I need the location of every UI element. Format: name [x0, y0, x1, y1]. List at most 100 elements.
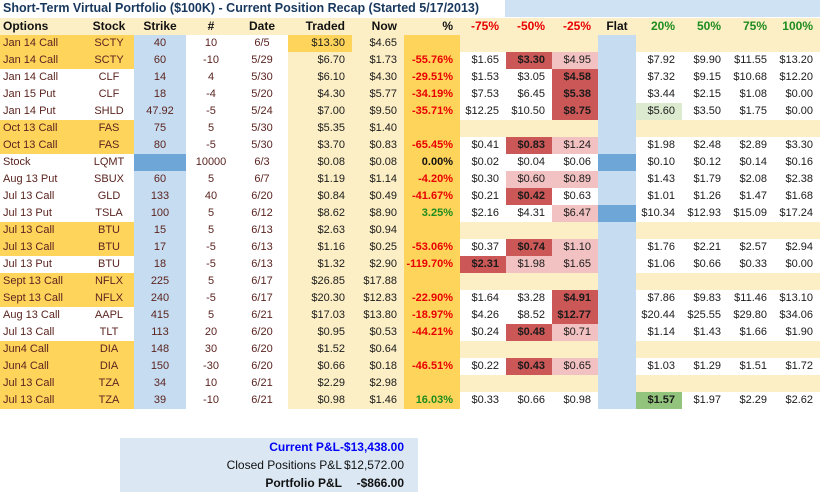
- cell-minus75[interactable]: [460, 35, 506, 52]
- cell-date[interactable]: 6/3: [236, 154, 288, 171]
- cell-plus20[interactable]: $20.44: [636, 307, 682, 324]
- cell-minus25[interactable]: $4.58: [552, 69, 598, 86]
- cell-option[interactable]: Jun4 Call: [0, 341, 84, 358]
- cell-minus25[interactable]: [552, 35, 598, 52]
- cell-plus75[interactable]: $1.08: [728, 86, 774, 103]
- cell-minus25[interactable]: $4.91: [552, 290, 598, 307]
- cell-traded[interactable]: $0.84: [288, 188, 352, 205]
- header-100-[interactable]: 100%: [774, 18, 820, 35]
- cell-traded[interactable]: $1.52: [288, 341, 352, 358]
- cell-now[interactable]: $1.40: [352, 120, 404, 137]
- cell-plus100[interactable]: [774, 341, 820, 358]
- cell-minus25[interactable]: [552, 375, 598, 392]
- cell-now[interactable]: $17.88: [352, 273, 404, 290]
- cell-plus100[interactable]: $1.72: [774, 358, 820, 375]
- cell-now[interactable]: $1.14: [352, 171, 404, 188]
- cell-flat[interactable]: [598, 103, 636, 120]
- cell-strike[interactable]: 18: [134, 86, 186, 103]
- cell-strike[interactable]: 17: [134, 239, 186, 256]
- cell-strike[interactable]: 18: [134, 256, 186, 273]
- cell-plus50[interactable]: $1.43: [682, 324, 728, 341]
- cell-minus75[interactable]: $0.21: [460, 188, 506, 205]
- cell-pct[interactable]: -65.45%: [404, 137, 460, 154]
- cell-date[interactable]: 6/17: [236, 290, 288, 307]
- cell-flat[interactable]: [598, 120, 636, 137]
- cell-plus50[interactable]: [682, 341, 728, 358]
- cell-option[interactable]: Sept 13 Call: [0, 273, 84, 290]
- cell-date[interactable]: 6/20: [236, 358, 288, 375]
- cell-plus75[interactable]: $2.29: [728, 392, 774, 409]
- cell-plus20[interactable]: $7.86: [636, 290, 682, 307]
- cell-strike[interactable]: 100: [134, 205, 186, 222]
- cell-pct[interactable]: -41.67%: [404, 188, 460, 205]
- cell-plus75[interactable]: $1.51: [728, 358, 774, 375]
- cell-option[interactable]: Sept 13 Call: [0, 290, 84, 307]
- cell-traded[interactable]: $0.66: [288, 358, 352, 375]
- cell-date[interactable]: 5/30: [236, 137, 288, 154]
- cell-now[interactable]: $0.25: [352, 239, 404, 256]
- cell-pct[interactable]: -53.06%: [404, 239, 460, 256]
- cell-qty[interactable]: 30: [186, 341, 236, 358]
- cell-plus100[interactable]: $12.20: [774, 69, 820, 86]
- cell-plus100[interactable]: $2.38: [774, 171, 820, 188]
- cell-pct[interactable]: -34.19%: [404, 86, 460, 103]
- cell-plus20[interactable]: $1.76: [636, 239, 682, 256]
- cell-pct[interactable]: 3.25%: [404, 205, 460, 222]
- cell-plus50[interactable]: $2.48: [682, 137, 728, 154]
- cell-plus50[interactable]: $9.90: [682, 52, 728, 69]
- cell-strike[interactable]: 14: [134, 69, 186, 86]
- cell-date[interactable]: 6/13: [236, 222, 288, 239]
- cell-option[interactable]: Jul 13 Put: [0, 205, 84, 222]
- cell-plus20[interactable]: $1.06: [636, 256, 682, 273]
- cell-minus25[interactable]: $0.06: [552, 154, 598, 171]
- cell-stock[interactable]: TSLA: [84, 205, 134, 222]
- cell-plus20[interactable]: $1.01: [636, 188, 682, 205]
- cell-option[interactable]: Jul 13 Call: [0, 324, 84, 341]
- header--50-[interactable]: -50%: [506, 18, 552, 35]
- summary-label[interactable]: Portfolio P&L: [265, 476, 342, 490]
- cell-plus75[interactable]: $10.68: [728, 69, 774, 86]
- cell-minus75[interactable]: $7.53: [460, 86, 506, 103]
- cell-minus75[interactable]: $0.33: [460, 392, 506, 409]
- cell-now[interactable]: $4.30: [352, 69, 404, 86]
- cell-flat[interactable]: [598, 273, 636, 290]
- cell-plus50[interactable]: $3.50: [682, 103, 728, 120]
- cell-flat[interactable]: [598, 86, 636, 103]
- cell-qty[interactable]: -5: [186, 137, 236, 154]
- cell-option[interactable]: Jul 13 Call: [0, 375, 84, 392]
- cell-strike[interactable]: 150: [134, 358, 186, 375]
- header--[interactable]: %: [404, 18, 460, 35]
- cell-pct[interactable]: -55.76%: [404, 52, 460, 69]
- cell-qty[interactable]: 5: [186, 171, 236, 188]
- cell-traded[interactable]: $0.95: [288, 324, 352, 341]
- cell-option[interactable]: Aug 13 Put: [0, 171, 84, 188]
- cell-stock[interactable]: SHLD: [84, 103, 134, 120]
- cell-stock[interactable]: CLF: [84, 69, 134, 86]
- cell-option[interactable]: Stock: [0, 154, 84, 171]
- cell-plus50[interactable]: $1.79: [682, 171, 728, 188]
- cell-plus50[interactable]: $12.93: [682, 205, 728, 222]
- cell-strike[interactable]: 133: [134, 188, 186, 205]
- cell-minus50[interactable]: $0.04: [506, 154, 552, 171]
- cell-option[interactable]: Jun4 Call: [0, 358, 84, 375]
- cell-date[interactable]: 5/29: [236, 52, 288, 69]
- cell-minus25[interactable]: [552, 341, 598, 358]
- cell-now[interactable]: $0.08: [352, 154, 404, 171]
- summary-value[interactable]: -$13,438.00: [339, 440, 404, 454]
- cell-now[interactable]: $0.18: [352, 358, 404, 375]
- cell-plus100[interactable]: $13.20: [774, 52, 820, 69]
- cell-minus75[interactable]: $4.26: [460, 307, 506, 324]
- cell-plus100[interactable]: $0.16: [774, 154, 820, 171]
- cell-plus100[interactable]: $0.00: [774, 103, 820, 120]
- cell-date[interactable]: 6/20: [236, 341, 288, 358]
- cell-traded[interactable]: $1.16: [288, 239, 352, 256]
- cell-stock[interactable]: SCTY: [84, 35, 134, 52]
- cell-plus50[interactable]: $1.29: [682, 358, 728, 375]
- cell-strike[interactable]: 40: [134, 35, 186, 52]
- cell-strike[interactable]: 60: [134, 52, 186, 69]
- cell-pct[interactable]: -29.51%: [404, 69, 460, 86]
- cell-minus50[interactable]: $1.98: [506, 256, 552, 273]
- cell-minus25[interactable]: $0.71: [552, 324, 598, 341]
- cell-minus25[interactable]: [552, 222, 598, 239]
- cell-stock[interactable]: FAS: [84, 137, 134, 154]
